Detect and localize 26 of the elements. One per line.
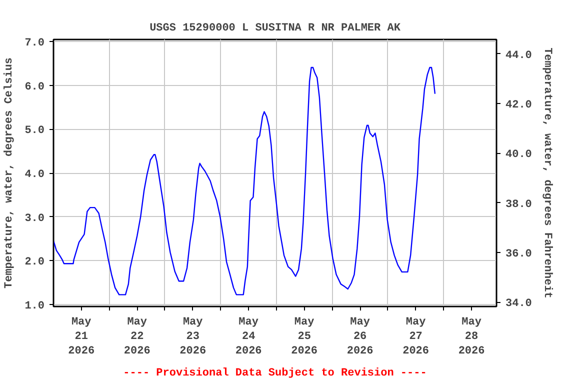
y2-tick-label: 36.0	[506, 248, 532, 260]
x-tick-label: May 24 2026	[235, 316, 262, 358]
y2-tick-label: 44.0	[506, 50, 532, 62]
y-tick-label: 6.0	[24, 81, 45, 94]
text: ---- Provisional Data Subject to Revision ----	[123, 368, 427, 380]
y2-tick-label: 40.0	[506, 149, 532, 162]
y-tick-label: 1.0	[24, 300, 45, 312]
x-tick-label: May 23 2026	[180, 316, 206, 358]
y-tick-label: 4.0	[24, 169, 45, 181]
x-tick-label: May 21 2026	[68, 316, 95, 358]
y2-tick-label: 42.0	[506, 100, 532, 112]
y-tick-label: 7.0	[24, 38, 45, 50]
y2-tick-label: 38.0	[506, 198, 532, 211]
x-tick-label: May 22 2026	[124, 316, 150, 358]
y-axis-title: Temperature, water, degrees Celsius	[4, 57, 16, 289]
y-tick-label: 5.0	[24, 125, 45, 138]
y2-tick-label: 34.0	[506, 298, 532, 310]
x-tick-label: May 26 2026	[346, 316, 374, 358]
y-tick-label: 3.0	[24, 212, 45, 225]
y2-axis-title: Temperature, water, degrees Fahrenheit	[540, 48, 553, 298]
x-tick-label: May 25 2026	[291, 316, 318, 358]
y-tick-label: 2.0	[24, 256, 45, 269]
x-tick-label: May 28 2026	[458, 316, 485, 358]
chart-title: USGS 15290000 L SUSITNA R NR PALMER AK	[150, 22, 401, 34]
line-series	[54, 66, 436, 296]
x-tick-label: May 27 2026	[402, 316, 429, 358]
